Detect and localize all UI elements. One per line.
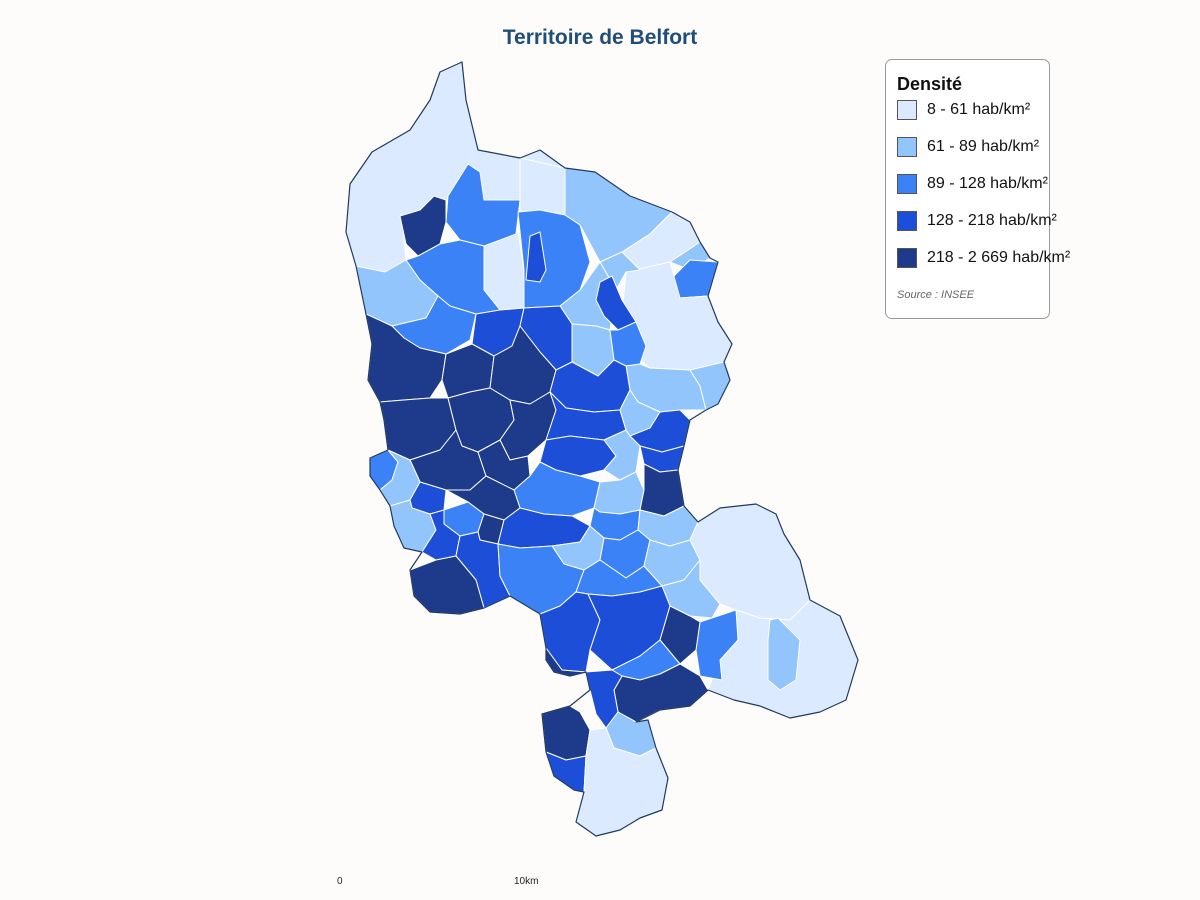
scale-start-label: 0 xyxy=(337,876,343,887)
legend-title: Densité xyxy=(897,74,963,94)
commune-region[interactable] xyxy=(399,195,447,257)
legend-swatch xyxy=(897,137,917,157)
legend-label: 8 - 61 hab/km² xyxy=(927,101,1031,118)
legend-label: 61 - 89 hab/km² xyxy=(927,138,1040,155)
map-title: Territoire de Belfort xyxy=(502,26,698,49)
legend-label: 218 - 2 669 hab/km² xyxy=(927,249,1071,266)
commune-region[interactable] xyxy=(525,231,547,283)
commune-region[interactable] xyxy=(445,163,521,247)
scale-end-label: 10km xyxy=(514,876,539,887)
legend-swatch xyxy=(897,248,917,268)
commune-region[interactable] xyxy=(767,617,801,691)
commune-region[interactable] xyxy=(695,609,739,681)
legend-swatch xyxy=(897,100,917,120)
commune-region[interactable] xyxy=(499,391,557,461)
commune-region[interactable] xyxy=(519,157,566,216)
legend-swatch xyxy=(897,211,917,231)
legend-swatch xyxy=(897,174,917,194)
legend-label: 128 - 218 hab/km² xyxy=(927,212,1057,229)
department-outline xyxy=(345,61,859,837)
legend: Densité 8 - 61 hab/km² 61 - 89 hab/km² 8… xyxy=(885,59,1070,319)
commune-region[interactable] xyxy=(639,463,685,517)
commune-region[interactable] xyxy=(541,705,591,761)
legend-label: 89 - 128 hab/km² xyxy=(927,175,1048,192)
legend-source: Source : INSEE xyxy=(897,289,975,301)
